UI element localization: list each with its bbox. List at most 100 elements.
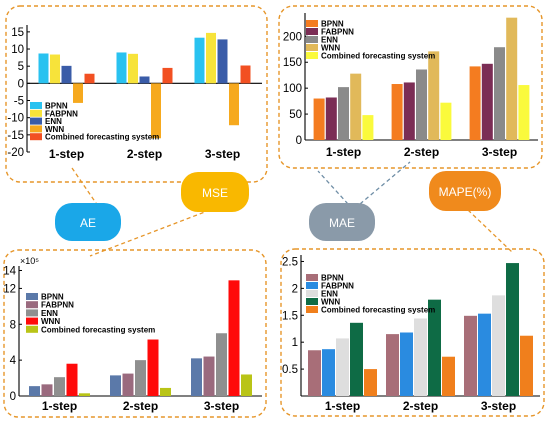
mae-legend-label: Combined forecasting system <box>321 52 435 61</box>
mae-legend-swatch <box>306 36 318 43</box>
mape-bubble-shape <box>429 171 501 211</box>
mae-category-label: 3-step <box>482 145 517 159</box>
mae-bar-wnn <box>506 17 518 140</box>
mape-legend-label: FABPNN <box>321 282 354 291</box>
ae-bubble-label: AE <box>80 216 96 230</box>
mse-legend-swatch <box>26 317 38 325</box>
ae-bar-combined-forecasting-system <box>162 67 173 84</box>
ae-y-tick-label: -5 <box>14 96 24 108</box>
mape-bar-bpnn <box>386 334 399 396</box>
ae-y-tick-label: -15 <box>7 130 24 142</box>
mse-y-tick-label: 12 <box>3 283 16 295</box>
ae-bar-wnn <box>151 83 161 139</box>
mse-y-tick-label: 0 <box>10 391 16 403</box>
mse-connector <box>89 209 211 257</box>
ae-bar-bpnn <box>116 52 127 84</box>
mape-bar-fabpnn <box>478 313 491 396</box>
mse-bar-fabpnn <box>203 356 215 396</box>
mae-y-tick-label: 200 <box>283 31 302 43</box>
mape-legend-label: ENN <box>321 290 338 299</box>
mae-bar-wnn <box>350 73 362 140</box>
ae-legend-swatch <box>30 102 42 109</box>
mape-category-label: 3-step <box>481 399 516 413</box>
ae-legend-swatch <box>30 109 42 117</box>
mse-legend-label: WNN <box>41 317 60 326</box>
ae-legend-swatch <box>30 133 42 141</box>
mape-legend-swatch <box>306 298 318 305</box>
mae-legend-label: ENN <box>321 36 338 45</box>
ae-legend-label: ENN <box>45 117 62 126</box>
mse-legend-swatch <box>26 309 38 317</box>
ae-category-label: 3-step <box>205 147 240 161</box>
mape-bubble-label: MAPE(%) <box>439 185 492 199</box>
ae-legend-swatch <box>30 117 42 125</box>
mse-bubble-shape <box>181 172 249 212</box>
mae-legend-label: BPNN <box>321 20 344 29</box>
ae-bar-wnn <box>73 83 83 103</box>
ae-bar-wnn <box>229 83 239 126</box>
mae-legend-swatch <box>306 44 318 51</box>
mape-bar-fabpnn <box>322 349 335 396</box>
mape-bar-bpnn <box>464 315 477 396</box>
mae-y-tick-label: 50 <box>289 109 302 121</box>
mse-bar-enn <box>135 360 146 396</box>
mape-legend-swatch <box>306 306 318 313</box>
mape-y-tick-label: 1.5 <box>282 310 298 322</box>
mape-bar-wnn <box>350 322 363 396</box>
mape-y-tick-label: 0.5 <box>282 364 298 376</box>
mse-bar-bpnn <box>191 358 202 396</box>
ae-bar-bpnn <box>38 53 49 84</box>
mae-bar-combined-forecasting-system <box>362 115 374 140</box>
mape-legend-swatch <box>306 290 318 297</box>
mape-y-tick-label: 2.5 <box>282 256 298 268</box>
mse-bar-wnn <box>228 280 240 396</box>
mse-bubble-label: MSE <box>202 186 228 200</box>
mae-category-label: 2-step <box>404 145 439 159</box>
mae-y-tick-label: 150 <box>283 57 302 69</box>
mse-bar-wnn <box>66 363 78 396</box>
mae-bar-combined-forecasting-system <box>518 85 530 140</box>
mape-bar-enn <box>414 318 427 396</box>
mape-bar-wnn <box>506 263 519 396</box>
ae-legend-swatch <box>30 125 42 133</box>
mae-bubble-shape <box>309 203 375 241</box>
mse-bar-wnn <box>147 339 159 396</box>
mape-connector <box>467 209 513 253</box>
mape-legend-swatch <box>306 274 318 281</box>
mae-bar-combined-forecasting-system <box>440 102 452 140</box>
mse-category-label: 3-step <box>204 399 239 413</box>
mae-bar-fabpnn <box>403 82 415 140</box>
mse-bar-fabpnn <box>41 384 53 396</box>
mape-bar-fabpnn <box>400 332 413 396</box>
mape-bar-wnn <box>428 299 441 396</box>
mae-bar-fabpnn <box>325 97 337 140</box>
mse-bar-combined-forecasting-system <box>160 387 171 396</box>
mape-bar-enn <box>492 295 505 396</box>
mape-category-label: 2-step <box>403 399 438 413</box>
mape-y-tick-label: 2 <box>292 283 298 295</box>
mape-legend-label: BPNN <box>321 274 344 283</box>
ae-bubble-shape <box>55 203 121 241</box>
mse-y-tick-label: 14 <box>3 265 16 277</box>
mae-bar-wnn <box>428 51 440 140</box>
ae-y-tick-label: -20 <box>7 147 24 159</box>
mape-legend-swatch <box>306 282 318 289</box>
mse-bar-bpnn <box>29 386 40 396</box>
mae-legend-label: WNN <box>321 44 340 53</box>
mse-chart: 0 4 8 12 14 ×10⁵ 1-step 2-step 3-step BPNNFABPNNE… <box>3 256 262 413</box>
mae-frame <box>278 5 543 169</box>
mae-bar-fabpnn <box>481 63 493 140</box>
mae-bar-enn <box>338 87 349 140</box>
ae-bubble: AE <box>55 203 121 241</box>
ae-bar-fabpnn <box>50 54 60 84</box>
ae-bar-bpnn <box>194 37 205 84</box>
mape-y-tick-label: 1 <box>292 337 298 349</box>
mse-bar-combined-forecasting-system <box>241 374 252 396</box>
mse-bar-fabpnn <box>122 373 134 396</box>
mse-bar-combined-forecasting-system <box>79 393 90 396</box>
mape-chart: 0.5 1 1.5 2 2.5 1-step 2-step 3-step BPNNFABPNNE… <box>282 255 540 413</box>
mse-legend-label: BPNN <box>41 293 64 302</box>
mse-legend-swatch <box>26 293 38 300</box>
mape-bar-enn <box>336 338 349 396</box>
mape-bar-combined-forecasting-system <box>442 356 455 396</box>
